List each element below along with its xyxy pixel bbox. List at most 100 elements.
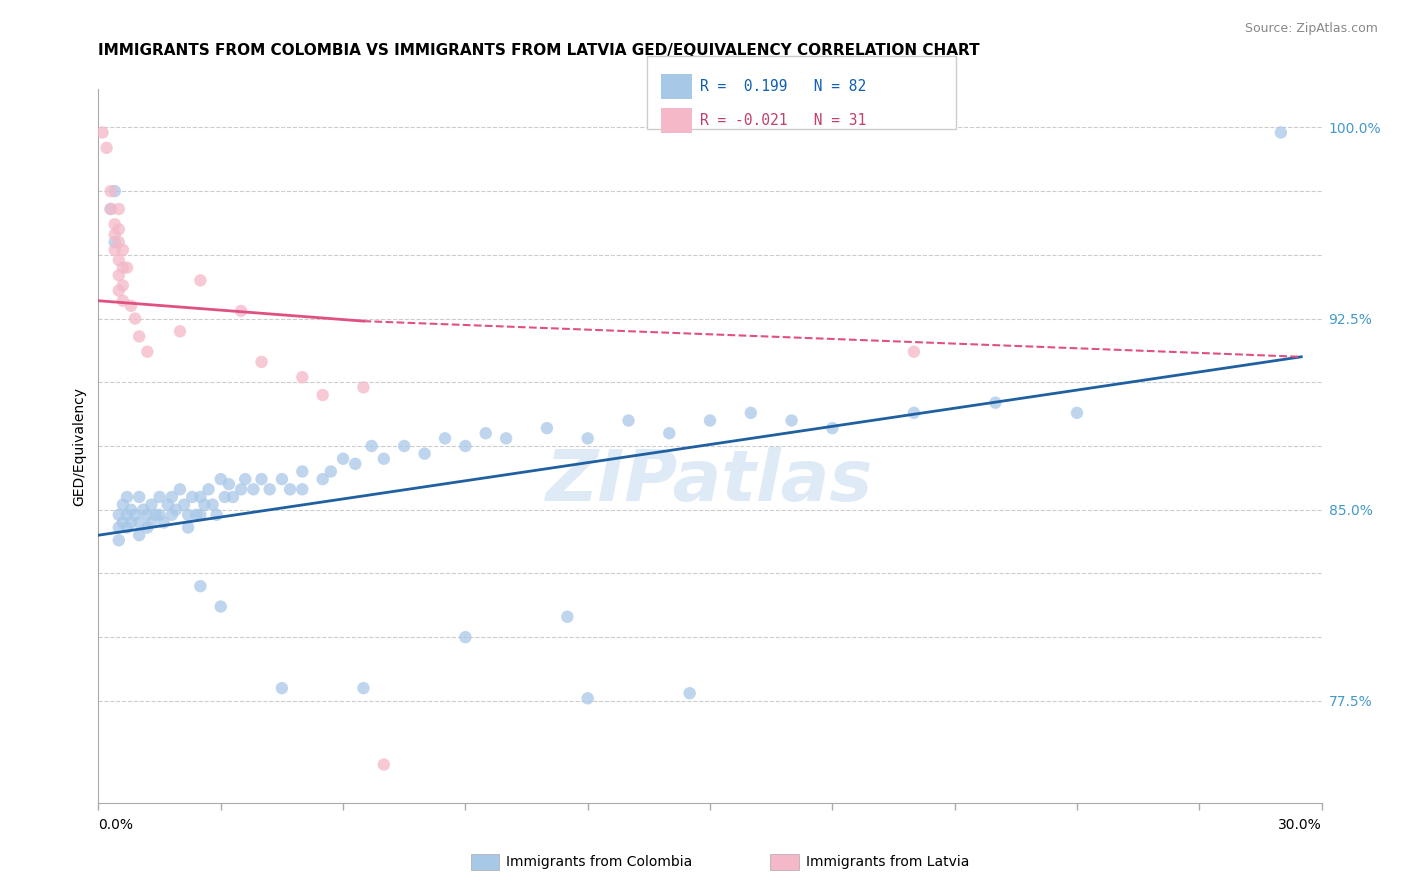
Point [1066, 406, 1088, 420]
Text: Immigrants from Latvia: Immigrants from Latvia [806, 855, 969, 869]
Point [344, 457, 367, 471]
Point [108, 284, 131, 298]
Point [291, 483, 314, 497]
Point [181, 490, 204, 504]
Point [111, 498, 134, 512]
Point [188, 579, 212, 593]
Point [658, 426, 681, 441]
Point [209, 472, 232, 486]
Point [136, 520, 159, 534]
Point [128, 329, 150, 343]
Point [104, 243, 127, 257]
Point [576, 691, 599, 706]
Point [120, 502, 142, 516]
Point [242, 483, 264, 497]
Point [222, 490, 245, 504]
Text: Immigrants from Colombia: Immigrants from Colombia [506, 855, 692, 869]
Point [413, 447, 436, 461]
Point [156, 498, 179, 512]
Text: ZIPatlas: ZIPatlas [547, 447, 873, 516]
Point [136, 344, 159, 359]
Point [231, 304, 253, 318]
Point [903, 406, 925, 420]
Point [111, 260, 134, 275]
Point [173, 498, 195, 512]
Point [124, 508, 146, 522]
Point [188, 490, 212, 504]
Point [373, 757, 395, 772]
Point [495, 431, 517, 445]
Point [291, 370, 314, 384]
Point [780, 413, 803, 427]
Point [108, 222, 131, 236]
Point [104, 217, 127, 231]
Point [128, 528, 150, 542]
Point [188, 508, 212, 522]
Point [312, 472, 335, 486]
Point [454, 630, 477, 644]
Point [108, 252, 131, 267]
Point [186, 508, 208, 522]
Point [149, 508, 172, 522]
Point [270, 681, 294, 695]
Point [740, 406, 762, 420]
Point [270, 472, 294, 486]
Point [250, 355, 273, 369]
Point [209, 599, 232, 614]
Text: R = -0.021   N = 31: R = -0.021 N = 31 [700, 113, 866, 128]
Point [392, 439, 416, 453]
Point [132, 502, 155, 516]
Point [100, 184, 122, 198]
Point [104, 184, 127, 198]
Point [454, 439, 477, 453]
Point [984, 395, 1007, 409]
Point [108, 268, 131, 283]
Point [193, 498, 215, 512]
Point [136, 508, 159, 522]
Point [188, 273, 212, 287]
Point [124, 311, 146, 326]
Point [218, 477, 240, 491]
Point [177, 508, 200, 522]
Point [352, 681, 374, 695]
Point [104, 235, 127, 249]
Point [231, 483, 253, 497]
Point [903, 344, 925, 359]
Point [679, 686, 702, 700]
Point [100, 202, 122, 216]
Point [108, 235, 131, 249]
Point [169, 483, 191, 497]
Point [111, 516, 134, 530]
Point [115, 490, 138, 504]
Point [108, 508, 131, 522]
Y-axis label: GED/Equivalency: GED/Equivalency [73, 386, 87, 506]
Point [259, 483, 281, 497]
Point [821, 421, 844, 435]
Point [145, 508, 167, 522]
Point [201, 498, 224, 512]
Point [100, 202, 122, 216]
Point [141, 516, 163, 530]
Point [536, 421, 558, 435]
Point [576, 431, 599, 445]
Point [111, 278, 134, 293]
Point [474, 426, 498, 441]
Point [120, 299, 142, 313]
Point [233, 472, 256, 486]
Point [699, 413, 721, 427]
Point [96, 141, 118, 155]
Point [160, 508, 183, 522]
Point [352, 380, 374, 394]
Point [214, 490, 236, 504]
Point [332, 451, 354, 466]
Point [373, 451, 395, 466]
Point [108, 520, 131, 534]
Point [617, 413, 640, 427]
Point [108, 202, 131, 216]
Point [205, 508, 228, 522]
Point [149, 490, 172, 504]
Point [104, 227, 127, 242]
Point [291, 465, 314, 479]
Point [115, 260, 138, 275]
Point [1270, 126, 1292, 140]
